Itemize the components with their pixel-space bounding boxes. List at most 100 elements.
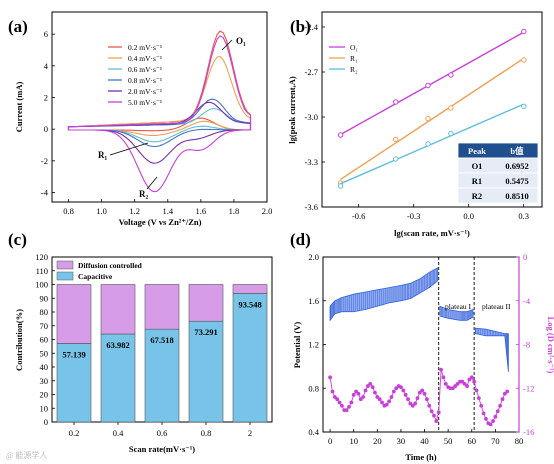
diffusion-point <box>491 419 495 423</box>
panel-a-x-tick-label: 1.2 <box>129 206 140 216</box>
diffusion-point <box>439 367 443 372</box>
diffusion-point <box>347 404 351 409</box>
legend-label: 0.6 mV·s⁻¹ <box>128 65 162 74</box>
panel-c-y-tick-label: 60 <box>40 335 49 345</box>
data-point <box>521 57 527 63</box>
diffusion-point <box>361 395 366 399</box>
legend-label: R₁ <box>350 54 358 63</box>
diffusion-point <box>434 419 439 423</box>
legend-label: Capacitive <box>78 272 113 281</box>
panel-b-b-value-fit: (b) -0.6 -0.3 0.0 0.3 -3.6 -3.3 -3.0 -2.7 -2.4 O… <box>287 11 543 238</box>
panel-c-label: (c) <box>8 230 27 249</box>
panel-c-legend: Diffusion controlled Capacitive <box>56 260 143 281</box>
diffusion-point <box>432 413 436 418</box>
panel-b-y-tick-label: -3.6 <box>305 202 318 212</box>
diffusion-point <box>370 385 375 390</box>
diffusion-point <box>498 403 503 408</box>
panel-d-x-tick-label: 0 <box>328 436 332 446</box>
table-cell: R1 <box>472 176 482 186</box>
diffusion-point <box>476 396 481 400</box>
diffusion-point <box>335 397 340 402</box>
diffusion-point <box>488 422 493 427</box>
panel-d-curves <box>328 257 510 432</box>
diffusion-point <box>443 381 448 386</box>
data-point <box>337 132 344 138</box>
panel-d-right-tick-label: 0 <box>523 252 527 262</box>
panel-c-x-label: Scan rate(mV·s⁻¹) <box>129 444 195 454</box>
bar-diffusion <box>100 284 136 335</box>
diffusion-point <box>399 385 403 390</box>
data-point <box>521 28 527 35</box>
panel-b-axes-frame <box>321 11 543 208</box>
panel-d-right-tick-label: -12 <box>523 383 534 393</box>
panel-a-x-label: Voltage (V vs Zn²⁺/Zn) <box>119 217 202 227</box>
panel-c-bars: 57.139 63.982 67.518 73.291 93.548 <box>56 284 268 423</box>
panel-a-y-tick-label: 0 <box>44 124 48 134</box>
panel-c-y-tick-label: 40 <box>40 362 49 372</box>
panel-b-series <box>337 28 527 189</box>
data-point <box>425 82 431 89</box>
data-point <box>337 183 344 189</box>
panel-c-y-tick-label: 110 <box>36 266 48 276</box>
panel-d-right-tick-label: -16 <box>523 427 534 437</box>
legend-label: 0.4 mV·s⁻¹ <box>128 54 162 63</box>
data-point <box>448 105 454 111</box>
diffusion-point <box>368 381 373 386</box>
panel-b-x-tick-label: 0.3 <box>518 211 529 221</box>
diffusion-point <box>391 389 396 394</box>
panel-a-x-tick-label: 1.8 <box>229 206 240 216</box>
panel-a-x-tick-label: 0.8 <box>63 206 74 216</box>
panel-b-x-tick-label: -0.3 <box>407 211 420 221</box>
data-point <box>448 130 454 137</box>
panel-d-x-tick-label: 10 <box>349 436 358 446</box>
panel-c-y-tick-label: 20 <box>40 390 49 400</box>
diffusion-point <box>474 388 479 393</box>
diffusion-point <box>330 389 335 394</box>
diffusion-point <box>436 410 441 415</box>
bar-capacitive <box>56 343 92 423</box>
arrow-r1 <box>109 142 149 156</box>
diffusion-point <box>389 395 394 399</box>
diffusion-point <box>425 397 429 402</box>
panel-a-cv-curves: (a) 0.8 1.0 1.2 1.4 1.6 1.8 2.0 -4 -2 0 2 4 6 0.2 mV… <box>8 11 273 227</box>
data-point <box>393 136 399 143</box>
diffusion-point <box>429 409 434 414</box>
diffusion-point <box>344 408 349 413</box>
panel-c-x-tick-label: 0.4 <box>113 428 124 438</box>
panel-d-gitt: (d) 0 10 20 30 40 50 60 70 80 0.4 0.8 1.2 1.6 2.0 -16 -… <box>290 230 554 462</box>
diffusion-point <box>415 396 420 400</box>
diffusion-point <box>337 400 342 405</box>
panel-c-y-tick-label: 0 <box>44 417 48 427</box>
bar-value-label: 73.291 <box>194 327 217 337</box>
panel-a-y-tick-label: -2 <box>41 156 48 166</box>
bar-capacitive <box>144 328 180 423</box>
bar-capacitive <box>188 320 224 423</box>
panel-a-x-tick-label: 2.0 <box>262 206 273 216</box>
table-cell: 0.5475 <box>505 176 528 186</box>
bar-value-label: 57.139 <box>62 349 85 359</box>
panel-d-right-y-label: Log (D cm²·s⁻¹) <box>546 317 554 374</box>
panel-b-y-tick-label: -2.7 <box>305 67 318 77</box>
panel-d-x-label: Time (h) <box>405 452 436 462</box>
panel-d-x-tick-label: 40 <box>420 436 429 446</box>
bar-capacitive <box>232 293 268 423</box>
panel-a-y-tick-label: 6 <box>44 29 48 39</box>
diffusion-point <box>441 375 446 380</box>
panel-b-y-tick-label: -2.4 <box>305 22 319 32</box>
panel-d-x-tick-label: 20 <box>373 436 382 446</box>
panel-d-x-tick-label: 70 <box>491 436 500 446</box>
diffusion-point <box>406 397 410 402</box>
panel-c-contribution-bars: (c) 0 10 20 30 40 50 60 70 80 90 100 110 120 0.2 0.4 0.… <box>8 230 273 454</box>
data-point <box>393 99 399 105</box>
panel-c-y-tick-label: 30 <box>40 376 49 386</box>
bar-diffusion <box>232 284 268 294</box>
table-header-cell: Peak <box>468 146 486 156</box>
panel-a-y-tick-label: 2 <box>44 93 48 103</box>
fit-line-2 <box>340 103 525 185</box>
panel-a-y-label: Current (mA) <box>14 82 24 133</box>
panel-a-label: (a) <box>8 17 28 36</box>
panel-d-right-tick-label: -4 <box>523 296 531 306</box>
arrow-o1 <box>221 39 233 51</box>
panel-b-label: (b) <box>290 17 311 36</box>
diffusion-point <box>403 392 408 397</box>
